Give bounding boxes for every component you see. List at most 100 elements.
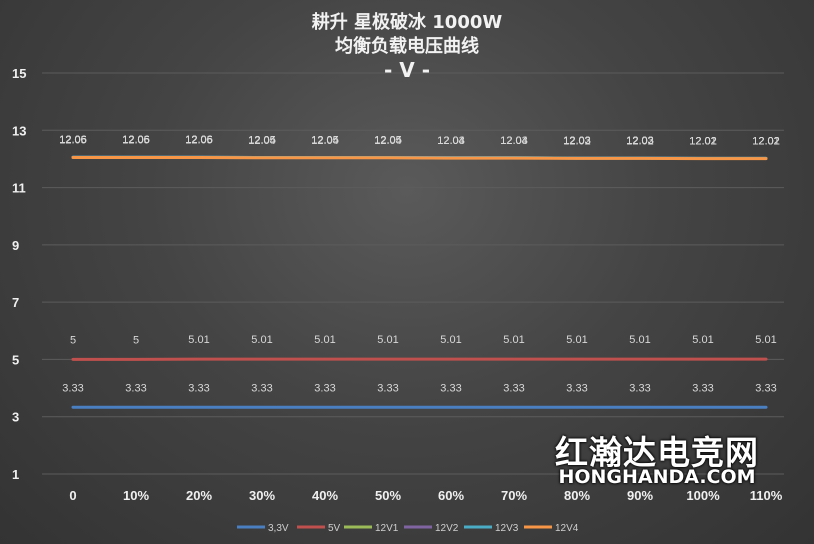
data-label-5V-1: 5 <box>133 334 139 346</box>
data-label-12V3-2: 12.06 <box>185 134 213 146</box>
data-label-3,3V-11: 3.33 <box>755 382 776 394</box>
y-tick-label-13: 13 <box>12 123 26 138</box>
data-label-12V4-10: 12.01 <box>689 136 717 148</box>
y-tick-label-9: 9 <box>12 238 19 253</box>
y-tick-label-11: 11 <box>12 181 26 196</box>
data-label-12V2-0: 12.06 <box>59 134 87 146</box>
data-label-5V-11: 5.01 <box>755 334 776 346</box>
data-label-3,3V-8: 3.33 <box>566 382 587 394</box>
data-label-12V1-3: 12.05 <box>248 134 276 146</box>
data-label-5V-3: 5.01 <box>251 334 272 346</box>
data-label-12V3-1: 12.06 <box>122 134 150 146</box>
data-label-5V-10: 5.01 <box>692 334 713 346</box>
data-label-12V1-9: 12.03 <box>626 135 654 147</box>
legend-label-5V: 5V <box>328 523 341 534</box>
data-label-12V3-5: 12.05 <box>374 134 402 146</box>
unit-label: - V - <box>383 58 430 82</box>
x-tick-label-2: 20% <box>186 488 212 503</box>
x-tick-label-9: 90% <box>627 488 653 503</box>
data-label-5V-6: 5.01 <box>440 334 461 346</box>
data-label-3,3V-6: 3.33 <box>440 382 461 394</box>
data-label-12V2-2: 12.06 <box>185 134 213 146</box>
x-tick-label-10: 100% <box>686 488 720 503</box>
data-label-12V4-4: 12.04 <box>311 135 339 147</box>
data-label-12V3-8: 12.03 <box>563 135 591 147</box>
data-label-12V2-8: 12.03 <box>563 135 591 147</box>
legend-label-12V4: 12V4 <box>555 523 579 534</box>
data-label-12V3-0: 12.06 <box>59 134 87 146</box>
x-tick-label-8: 80% <box>564 488 590 503</box>
data-label-12V2-6: 12.04 <box>437 135 465 147</box>
data-label-12V1-0: 12.06 <box>59 134 87 146</box>
data-label-5V-5: 5.01 <box>377 334 398 346</box>
data-label-12V1-2: 12.06 <box>185 134 213 146</box>
data-label-3,3V-10: 3.33 <box>692 382 713 394</box>
series-lines <box>71 155 768 409</box>
x-tick-label-11: 110% <box>750 488 783 503</box>
data-label-12V3-7: 12.04 <box>500 135 528 147</box>
data-label-12V2-1: 12.06 <box>122 134 150 146</box>
legend-label-12V1: 12V1 <box>375 523 399 534</box>
data-label-3,3V-1: 3.33 <box>125 382 146 394</box>
data-label-12V2-5: 12.05 <box>374 134 402 146</box>
gridlines <box>42 72 784 475</box>
chart-title: 耕升 星极破冰 1000W <box>311 12 503 33</box>
data-label-12V4-3: 12.04 <box>248 135 276 147</box>
data-label-12V1-5: 12.05 <box>374 134 402 146</box>
data-label-12V4-6: 12.03 <box>437 135 465 147</box>
x-tick-label-0: 0 <box>69 488 76 503</box>
data-label-5V-2: 5.01 <box>188 334 209 346</box>
legend-label-12V3: 12V3 <box>495 523 519 534</box>
data-label-3,3V-4: 3.33 <box>314 382 335 394</box>
x-tick-label-3: 30% <box>249 488 275 503</box>
data-label-12V3-4: 12.05 <box>311 134 339 146</box>
data-label-12V4-7: 12.03 <box>500 135 528 147</box>
data-label-12V2-10: 12.02 <box>689 135 717 147</box>
watermark-cn: 红瀚达电竞网 <box>555 433 759 472</box>
y-tick-label-15: 15 <box>12 66 26 81</box>
data-label-5V-0: 5 <box>70 334 76 346</box>
data-label-12V1-1: 12.06 <box>122 134 150 146</box>
data-label-12V2-4: 12.05 <box>311 134 339 146</box>
x-tick-label-7: 70% <box>501 488 527 503</box>
x-tick-label-5: 50% <box>375 488 401 503</box>
x-tick-label-6: 60% <box>438 488 464 503</box>
data-label-12V1-8: 12.03 <box>563 135 591 147</box>
data-label-12V1-11: 12.02 <box>752 135 780 147</box>
data-label-12V4-11: 12.01 <box>752 136 780 148</box>
data-label-12V2-11: 12.02 <box>752 135 780 147</box>
data-label-5V-9: 5.01 <box>629 334 650 346</box>
data-label-12V1-7: 12.04 <box>500 135 528 147</box>
data-label-3,3V-3: 3.33 <box>251 382 272 394</box>
data-label-12V3-3: 12.05 <box>248 134 276 146</box>
x-tick-label-1: 10% <box>123 488 149 503</box>
x-axis: 0 10% 20% 30% 40% 50% 60% 70% 80% 90% 100% 110% <box>69 488 782 503</box>
series-line-12V4 <box>71 155 768 161</box>
data-label-12V3-9: 12.03 <box>626 135 654 147</box>
data-label-12V4-0: 12.05 <box>59 134 87 146</box>
data-label-12V4-5: 12.04 <box>374 135 402 147</box>
data-label-3,3V-0: 3.33 <box>62 382 83 394</box>
data-label-12V1-10: 12.02 <box>689 135 717 147</box>
y-tick-label-1: 1 <box>12 467 19 482</box>
y-tick-label-5: 5 <box>12 352 19 367</box>
data-label-5V-4: 5.01 <box>314 334 335 346</box>
data-label-12V2-9: 12.03 <box>626 135 654 147</box>
data-label-12V2-3: 12.05 <box>248 134 276 146</box>
data-label-3,3V-9: 3.33 <box>629 382 650 394</box>
data-label-12V2-7: 12.04 <box>500 135 528 147</box>
data-label-12V4-2: 12.05 <box>185 134 213 146</box>
data-label-3,3V-2: 3.33 <box>188 382 209 394</box>
data-label-12V4-9: 12.02 <box>626 135 654 147</box>
data-label-12V1-4: 12.05 <box>311 134 339 146</box>
legend-label-3,3V: 3,3V <box>268 523 289 534</box>
data-label-5V-8: 5.01 <box>566 334 587 346</box>
data-label-12V3-10: 12.02 <box>689 135 717 147</box>
data-label-12V3-6: 12.04 <box>437 135 465 147</box>
data-label-12V4-1: 12.05 <box>122 134 150 146</box>
legend: 3,3V 5V 12V1 12V2 12V3 12V4 <box>237 523 579 534</box>
data-label-3,3V-7: 3.33 <box>503 382 524 394</box>
data-label-12V3-11: 12.02 <box>752 135 780 147</box>
